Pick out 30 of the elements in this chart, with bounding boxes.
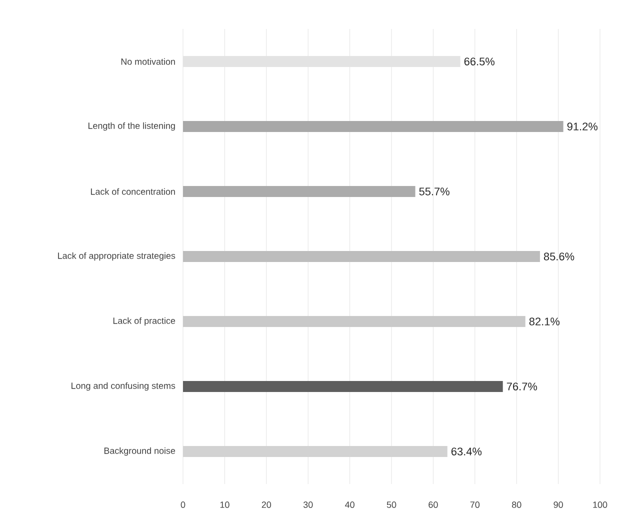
data-label: 55.7% bbox=[419, 188, 450, 196]
y-tick-label: Lack of appropriate strategies bbox=[58, 252, 176, 261]
x-tick-label: 0 bbox=[180, 502, 186, 508]
x-tick-label: 80 bbox=[512, 502, 522, 508]
data-label: 85.6% bbox=[544, 252, 574, 260]
x-tick-label: 50 bbox=[386, 502, 396, 508]
x-tick-label: 90 bbox=[554, 502, 563, 508]
bar bbox=[183, 316, 526, 328]
y-tick-label: Long and confusing stems bbox=[72, 382, 176, 391]
y-tick-label: Length of the listening bbox=[88, 122, 175, 131]
bar bbox=[183, 186, 416, 198]
data-label: 66.5% bbox=[464, 58, 494, 66]
y-tick-label: Background noise bbox=[104, 447, 176, 456]
x-tick-label: 20 bbox=[262, 502, 272, 508]
x-tick-label: 60 bbox=[428, 502, 438, 508]
y-tick-label: Lack of practice bbox=[113, 317, 176, 326]
data-label: 82.1% bbox=[529, 318, 560, 326]
bar bbox=[183, 251, 540, 262]
x-tick-label: 30 bbox=[303, 502, 313, 508]
bar bbox=[183, 381, 503, 392]
y-tick-label: No motivation bbox=[121, 58, 175, 65]
x-tick-label: 70 bbox=[470, 502, 480, 508]
data-label: 76.7% bbox=[506, 382, 538, 390]
x-tick-label: 10 bbox=[220, 502, 230, 508]
x-tick-label: 40 bbox=[345, 502, 354, 508]
data-label: 63.4% bbox=[451, 448, 482, 456]
y-tick-label: Lack of concentration bbox=[90, 188, 175, 195]
bar bbox=[183, 121, 564, 132]
x-tick-label: 100 bbox=[593, 502, 608, 508]
data-label: 91.2% bbox=[567, 122, 598, 130]
